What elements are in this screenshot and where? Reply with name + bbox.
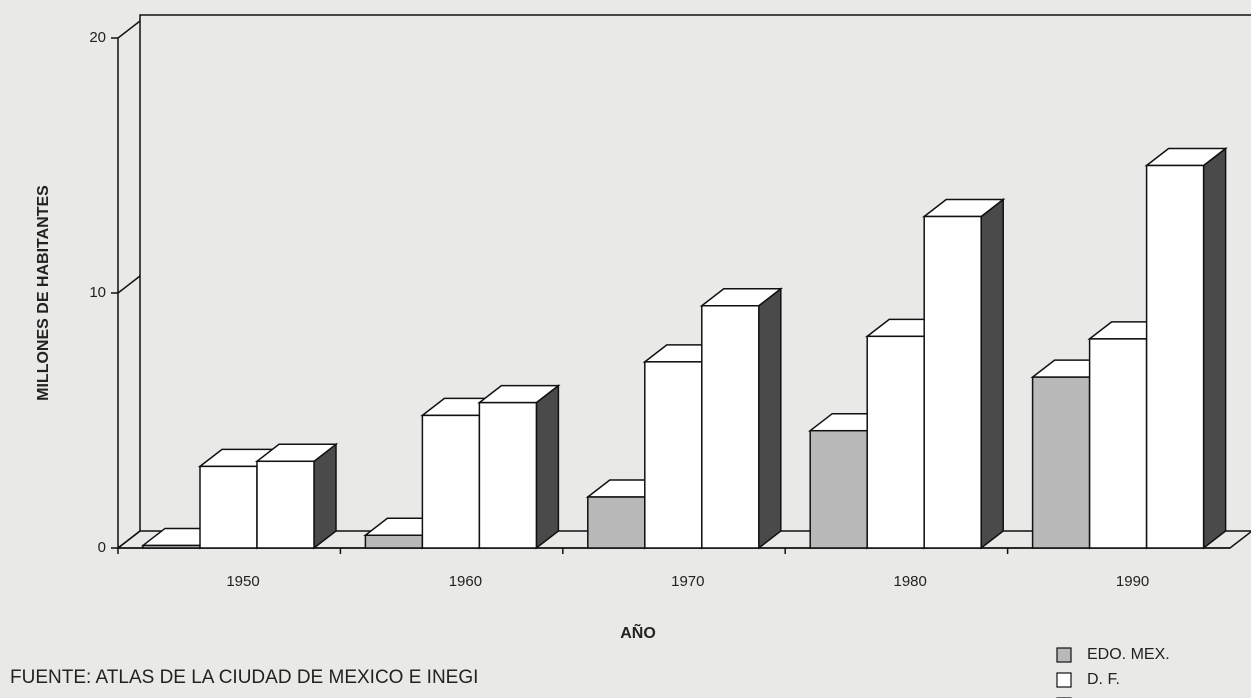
legend-swatch [1056,672,1072,688]
x-tick-label: 1960 [449,573,482,590]
bar [478,401,538,549]
x-axis-label: AÑO [620,622,656,642]
y-tick-label: 0 [98,539,106,556]
bar [199,465,258,549]
bar [256,460,315,549]
x-tick-label: 1980 [894,573,927,590]
x-tick-label: 1970 [671,573,704,590]
bar-side [758,287,782,550]
bar-side [980,197,1004,550]
bar [142,544,201,549]
y-tick-depth [117,530,141,549]
x-tick-label: 1990 [1116,573,1149,590]
bar-side [313,442,337,550]
bar-side [1202,146,1227,550]
bar [644,361,703,549]
source-note: FUENTE: ATLAS DE LA CIUDAD DE MEXICO E I… [10,667,478,688]
bar [1145,164,1205,549]
bar-side [535,384,560,550]
legend-label: Z.M.C.M. [1087,696,1153,698]
y-axis-label: MILLONES DE HABITANTES [35,185,52,401]
bar [923,215,982,549]
back-wall [139,14,1251,531]
y-tick-depth [117,20,141,39]
bar [866,335,925,549]
bar [587,496,646,549]
bar [1031,376,1091,549]
bar [809,429,868,549]
legend-swatch [1056,647,1072,663]
y-tick-depth [117,275,141,294]
bar [364,534,424,549]
bar [421,414,481,549]
legend-label: D. F. [1087,671,1120,688]
y-tick-label: 20 [89,29,106,46]
x-tick-label: 1950 [226,573,259,590]
y-tick-label: 10 [89,284,106,301]
bar [1088,338,1148,549]
bar [701,305,760,549]
legend-label: EDO. MEX. [1087,646,1170,663]
